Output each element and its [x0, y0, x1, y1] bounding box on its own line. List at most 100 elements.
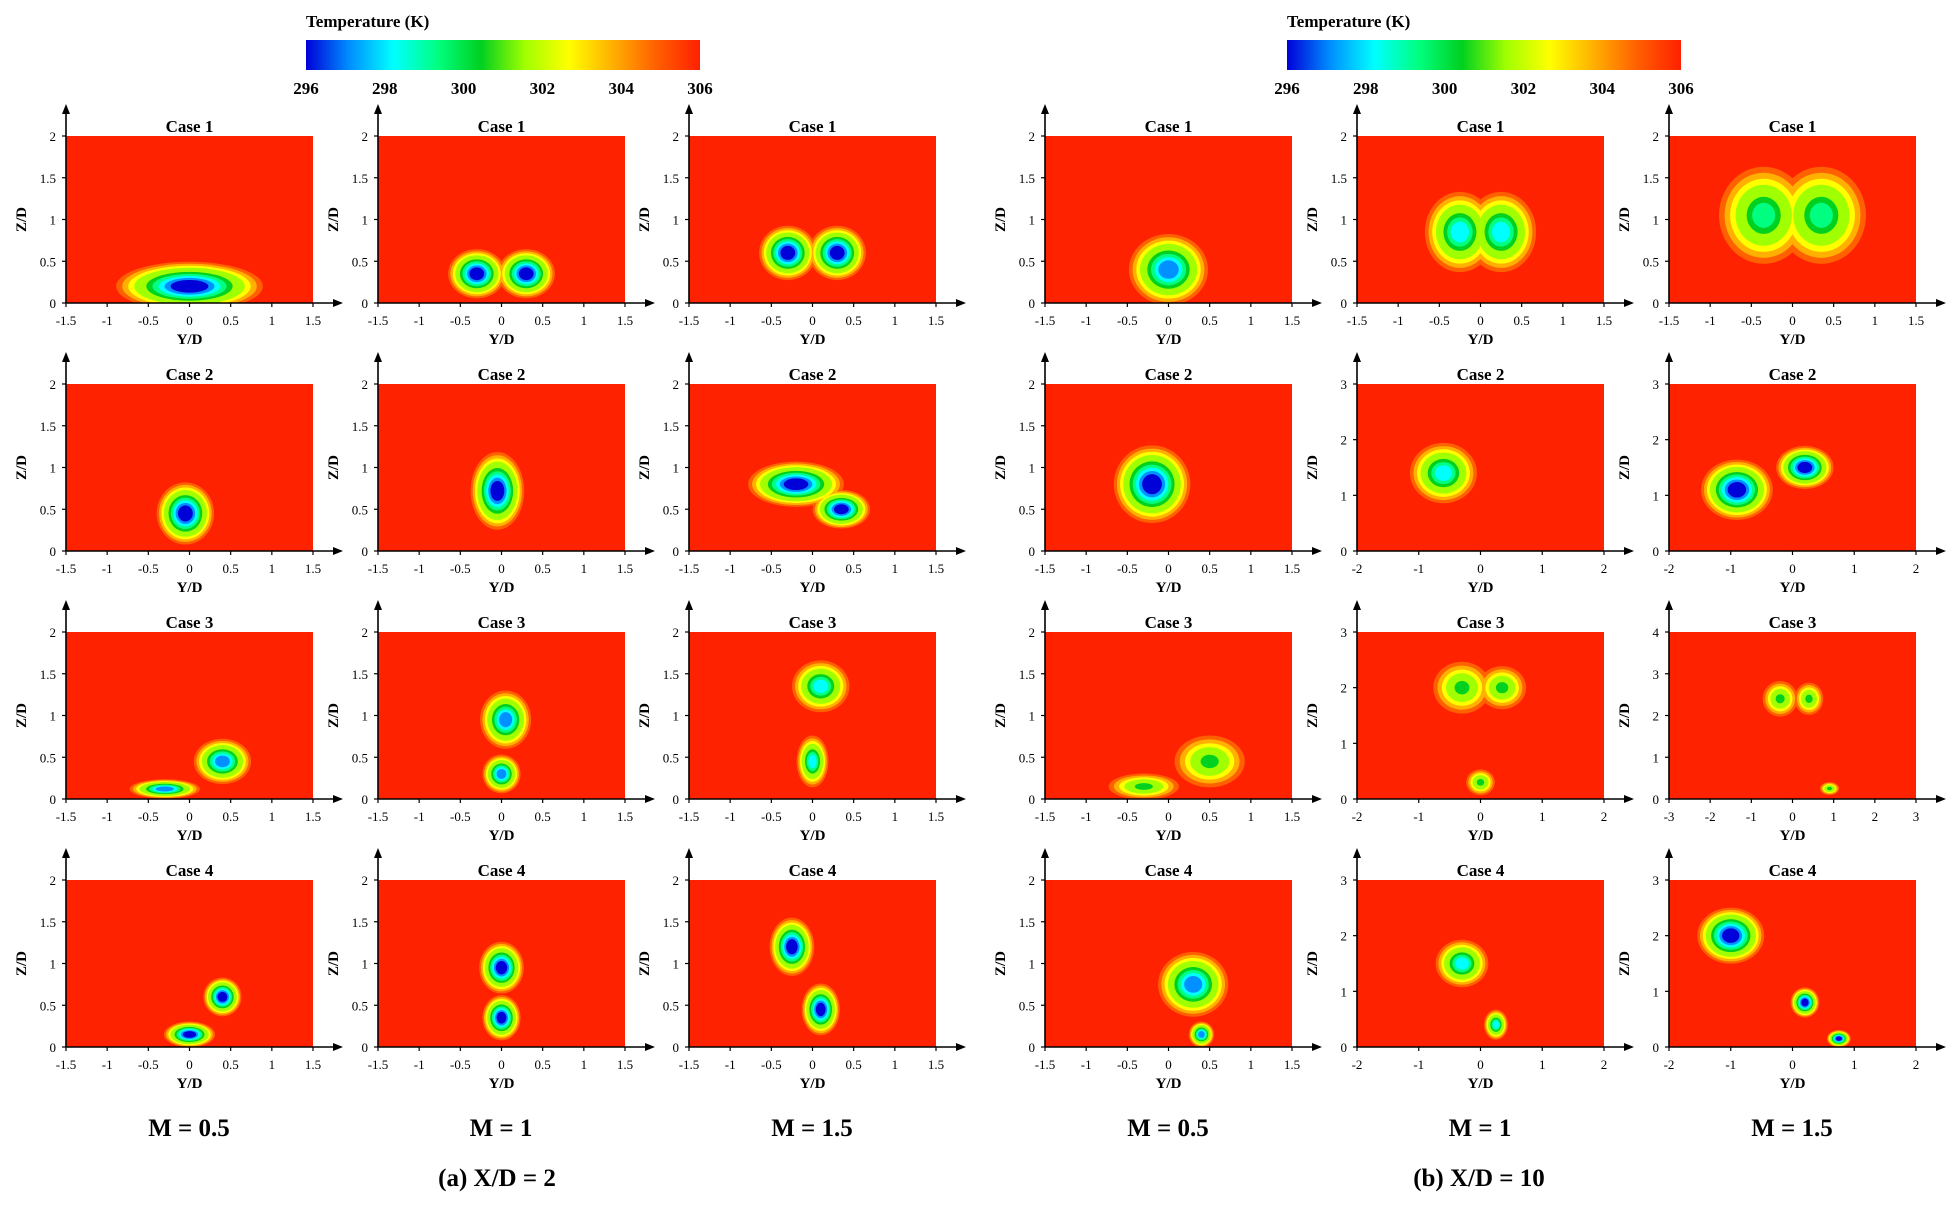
x-tick-label: 0	[186, 1057, 193, 1072]
isotherm-band	[1809, 202, 1833, 228]
y-tick-label: 0	[50, 544, 57, 559]
x-axis-arrow	[1312, 795, 1322, 803]
group-label: (a) X/D = 2	[438, 1165, 556, 1192]
x-tick-label: -1.5	[1035, 561, 1056, 576]
x-tick-label: -1	[1725, 561, 1736, 576]
y-tick-label: 1.5	[352, 915, 368, 930]
x-axis-arrow	[1936, 1043, 1946, 1051]
y-axis-label: Z/D	[993, 951, 1009, 976]
x-tick-label: -1.5	[1659, 313, 1680, 328]
colorbar-tick-label: 298	[1353, 79, 1379, 98]
x-tick-label: 0.5	[1826, 313, 1842, 328]
x-axis-label: Y/D	[177, 828, 203, 844]
contour-background	[689, 136, 936, 303]
x-tick-label: -2	[1705, 809, 1716, 824]
x-tick-label: 1	[1539, 809, 1546, 824]
isotherm-band	[786, 939, 798, 955]
y-tick-label: 2	[673, 873, 680, 888]
x-tick-label: -1.5	[1347, 313, 1368, 328]
jet-core	[156, 482, 215, 545]
x-axis-arrow	[333, 547, 343, 555]
contour-background	[1669, 632, 1916, 799]
colorbar-tick-label: 300	[1432, 79, 1458, 98]
y-tick-label: 0	[1341, 296, 1348, 311]
jet-core	[480, 690, 532, 794]
x-tick-label: -1.5	[368, 313, 389, 328]
x-tick-label: 1.5	[928, 313, 944, 328]
x-tick-label: 2	[1601, 561, 1608, 576]
isotherm-band	[1134, 783, 1153, 790]
column-label: M = 1.5	[771, 1115, 853, 1142]
y-tick-label: 0.5	[352, 998, 368, 1013]
y-tick-label: 4	[1653, 625, 1660, 640]
y-tick-label: 1	[362, 709, 369, 724]
y-tick-label: 0	[1341, 544, 1348, 559]
y-axis-arrow	[685, 104, 693, 114]
y-tick-label: 0.5	[40, 502, 56, 517]
contour-background	[66, 880, 313, 1047]
x-axis-arrow	[645, 795, 655, 803]
x-tick-label: -0.5	[450, 809, 471, 824]
y-axis-arrow	[62, 848, 70, 858]
x-tick-label: -1.5	[56, 313, 77, 328]
x-tick-label: -0.5	[138, 313, 159, 328]
isotherm-band	[496, 1011, 507, 1024]
x-axis-label: Y/D	[1780, 332, 1806, 348]
isotherm-band	[1455, 957, 1469, 970]
contour-panel: -1.5 -1 -0.5 0 0.5 1 1.5 0 0.5 1 1.5 2 Y/D Z/D Case 4	[637, 848, 966, 1092]
panel-title: Case 4	[478, 861, 526, 880]
x-tick-label: 0	[1789, 313, 1796, 328]
y-tick-label: 2	[673, 625, 680, 640]
panel-title: Case 1	[1457, 117, 1505, 136]
y-tick-label: 1.5	[40, 915, 56, 930]
y-tick-label: 2	[50, 129, 57, 144]
x-axis-arrow	[645, 1043, 655, 1051]
y-tick-label: 1	[673, 461, 680, 476]
y-tick-label: 0	[1341, 1040, 1348, 1055]
y-tick-label: 1	[1029, 957, 1036, 972]
x-tick-label: -0.5	[138, 809, 159, 824]
x-axis-label: Y/D	[1156, 580, 1182, 596]
x-tick-label: 1.5	[1596, 313, 1612, 328]
y-tick-label: 0	[362, 792, 369, 807]
panel-title: Case 2	[1769, 365, 1817, 384]
y-tick-label: 0.5	[40, 998, 56, 1013]
isotherm-band	[829, 245, 845, 260]
x-tick-label: 1	[269, 1057, 276, 1072]
x-tick-label: -1.5	[368, 561, 389, 576]
y-axis-label: Z/D	[1617, 455, 1633, 480]
y-tick-label: 1	[1029, 213, 1036, 228]
y-tick-label: 1	[1341, 213, 1348, 228]
y-tick-label: 2	[673, 129, 680, 144]
x-tick-label: -1	[102, 809, 113, 824]
column-label: M = 0.5	[1127, 1115, 1209, 1142]
isotherm-band	[170, 279, 209, 293]
x-tick-label: 0	[1165, 809, 1172, 824]
isotherm-band	[1775, 694, 1785, 704]
x-tick-label: -1	[414, 1057, 425, 1072]
x-tick-label: 1	[1248, 1057, 1255, 1072]
x-tick-label: 0	[1165, 313, 1172, 328]
y-tick-label: 2	[1341, 129, 1348, 144]
isotherm-band	[1450, 221, 1469, 243]
contour-panels: -1.5 -1 -0.5 0 0.5 1 1.5 0 0.5 1 1.5 2 Y/D Z/D Case 1 -…	[14, 104, 1946, 1092]
y-axis-arrow	[62, 104, 70, 114]
x-axis-arrow	[1312, 547, 1322, 555]
panel-title: Case 2	[1457, 365, 1505, 384]
panel-title: Case 4	[1457, 861, 1505, 880]
isotherm-band	[217, 991, 228, 1002]
y-tick-label: 3	[1341, 377, 1348, 392]
x-axis-label: Y/D	[177, 1076, 203, 1092]
x-axis-arrow	[333, 795, 343, 803]
x-tick-label: 1	[1248, 313, 1255, 328]
isotherm-band	[1454, 680, 1470, 695]
contour-background	[1045, 632, 1292, 799]
isotherm-band	[1827, 786, 1833, 791]
contour-panel: -1.5 -1 -0.5 0 0.5 1 1.5 0 0.5 1 1.5 2 Y/D Z/D Case 2	[326, 352, 655, 596]
y-axis-arrow	[374, 352, 382, 362]
isotherm-band	[490, 480, 505, 501]
x-tick-label: 1.5	[1908, 313, 1924, 328]
x-tick-label: 1	[581, 561, 588, 576]
y-axis-arrow	[1041, 600, 1049, 610]
x-tick-label: 1.5	[305, 313, 321, 328]
